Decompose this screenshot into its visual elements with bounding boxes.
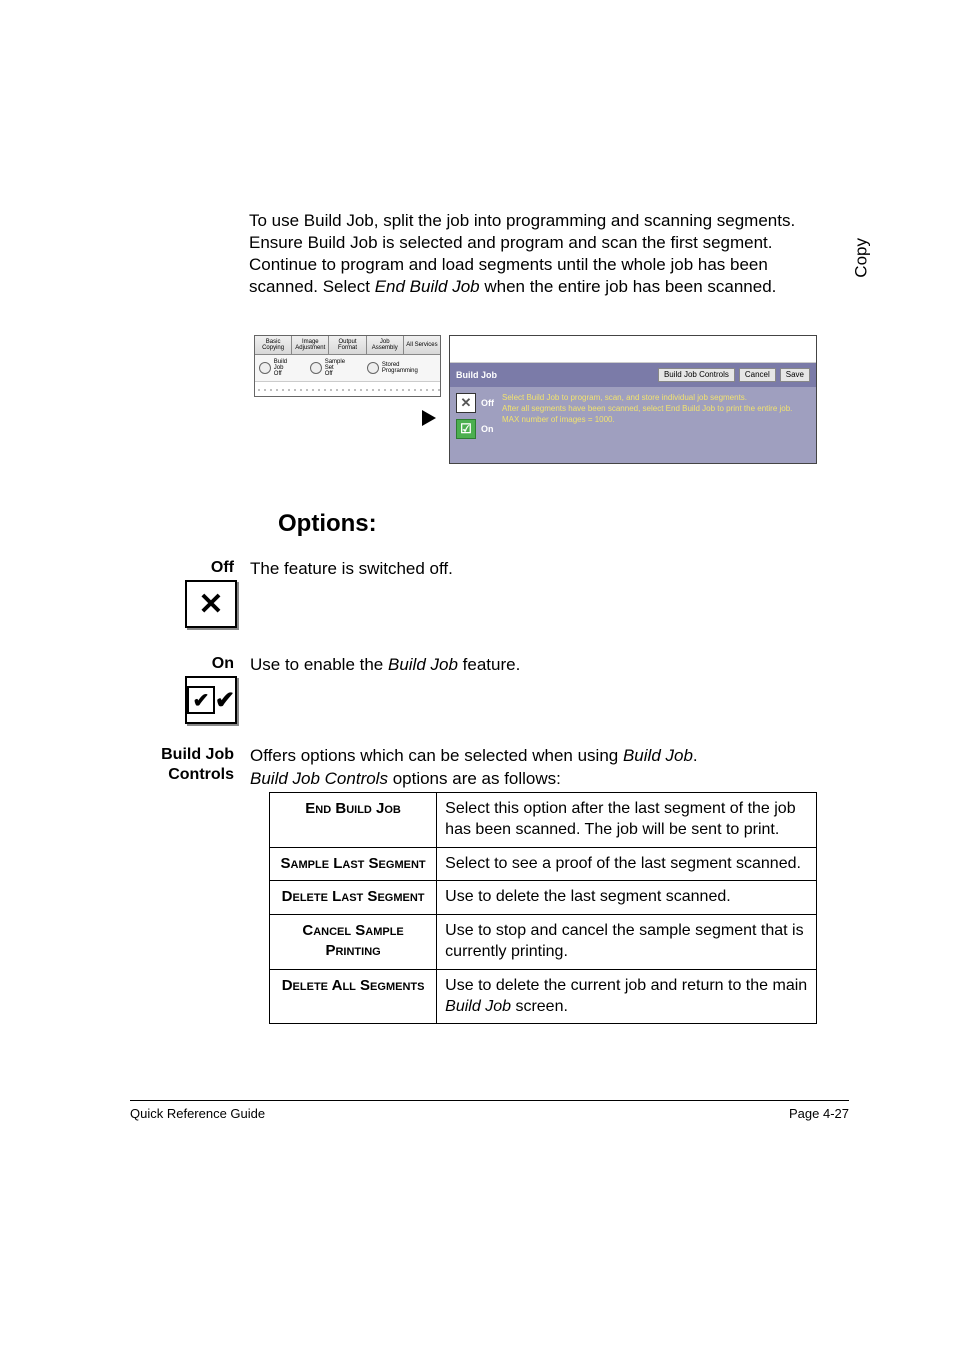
- tabs-panel: Basic Copying Image Adjustment Output Fo…: [254, 335, 441, 397]
- dots-row: [255, 381, 440, 398]
- stored-prog-label: Stored Programming: [382, 362, 436, 374]
- dialog-desc-line1: Select Build Job to program, scan, and s…: [502, 393, 810, 404]
- save-button[interactable]: Save: [780, 368, 810, 383]
- controls-text-em: Build Job: [623, 746, 693, 765]
- intro-paragraph: To use Build Job, split the job into pro…: [249, 210, 809, 298]
- controls-text-a: Offers options which can be selected whe…: [250, 746, 623, 765]
- table-val: Select this option after the last segmen…: [437, 793, 817, 848]
- option-on-label: On: [481, 424, 494, 434]
- option-off-row[interactable]: ✕ Off: [456, 393, 494, 413]
- table-key: Delete All Segments: [270, 969, 437, 1024]
- build-job-value: Off: [274, 371, 298, 377]
- options-heading: Options:: [278, 510, 377, 538]
- footer-left: Quick Reference Guide: [130, 1106, 265, 1121]
- dialog-desc-line2: After all segments have been scanned, se…: [502, 404, 810, 415]
- x-icon: ✕: [198, 587, 223, 622]
- table-key: Cancel Sample Printing: [270, 915, 437, 970]
- controls-text-b: .: [693, 746, 698, 765]
- tab-image-adjust[interactable]: Image Adjustment: [292, 336, 329, 354]
- dialog-options: ✕ Off ☑ On: [456, 393, 494, 457]
- tab-output-format[interactable]: Output Format: [329, 336, 366, 354]
- table-key: End Build Job: [270, 793, 437, 848]
- dialog-description: Select Build Job to program, scan, and s…: [502, 393, 810, 457]
- table-row: End Build Job Select this option after t…: [270, 793, 817, 848]
- off-text: The feature is switched off.: [250, 558, 810, 581]
- table-row: Delete Last Segment Use to delete the la…: [270, 881, 817, 915]
- tab-all-services[interactable]: All Services: [404, 336, 440, 354]
- on-text-b: feature.: [458, 655, 520, 674]
- intro-em: End Build Job: [375, 277, 480, 296]
- off-icon-box: ✕: [185, 580, 237, 628]
- arrow-icon: [422, 410, 436, 426]
- side-section-label: Copy: [852, 238, 872, 278]
- footer-rule: [130, 1100, 849, 1101]
- table-row: Delete All Segments Use to delete the cu…: [270, 969, 817, 1024]
- option-on-row[interactable]: ☑ On: [456, 419, 494, 439]
- tabs-top: Basic Copying Image Adjustment Output Fo…: [255, 336, 440, 355]
- table-key: Sample Last Segment: [270, 847, 437, 881]
- build-job-controls-button[interactable]: Build Job Controls: [658, 368, 735, 383]
- stored-prog-icon: [367, 362, 379, 374]
- tab-job-assembly[interactable]: Job Assembly: [367, 336, 404, 354]
- on-text-em: Build Job: [388, 655, 458, 674]
- build-job-icon: [259, 362, 271, 374]
- build-job-group[interactable]: Build Job Off: [259, 359, 298, 377]
- table-row: Sample Last Segment Select to see a proo…: [270, 847, 817, 881]
- footer-right: Page 4-27: [789, 1106, 849, 1121]
- table-val-em: Build Job: [445, 998, 511, 1015]
- controls-text1: Offers options which can be selected whe…: [250, 745, 810, 768]
- table-row: Cancel Sample Printing Use to stop and c…: [270, 915, 817, 970]
- on-icon-box: ✔: [185, 676, 237, 724]
- controls-label: Build Job Controls: [124, 745, 234, 785]
- table-val-a: Use to delete the current job and return…: [445, 977, 807, 994]
- table-val: Use to delete the current job and return…: [437, 969, 817, 1024]
- sample-set-icon: [310, 362, 322, 374]
- on-text-a: Use to enable the: [250, 655, 388, 674]
- check-glyph: ✔: [193, 688, 210, 713]
- intro-text-b: when the entire job has been scanned.: [480, 277, 777, 296]
- option-off-label: Off: [481, 398, 494, 408]
- check-icon: ☑: [456, 419, 476, 439]
- dialog-blank-header: [450, 336, 816, 363]
- controls-text2-em: Build Job Controls: [250, 769, 388, 788]
- sample-set-value: Off: [325, 371, 355, 377]
- controls-text2: Build Job Controls options are as follow…: [250, 768, 810, 791]
- dialog-desc-line3: MAX number of images = 1000.: [502, 415, 810, 426]
- dialog-title: Build Job: [456, 370, 497, 380]
- dialog-titlebar: Build Job Build Job Controls Cancel Save: [450, 363, 816, 387]
- controls-table: End Build Job Select this option after t…: [269, 792, 817, 1024]
- x-icon: ✕: [456, 393, 476, 413]
- build-job-dialog: Build Job Build Job Controls Cancel Save…: [449, 335, 817, 464]
- table-val-b: screen.: [511, 998, 568, 1015]
- check-icon: ✔: [187, 686, 215, 714]
- dialog-body: ✕ Off ☑ On Select Build Job to program, …: [450, 387, 816, 463]
- tab-basic-copying[interactable]: Basic Copying: [255, 336, 292, 354]
- sample-set-group[interactable]: Sample Set Off: [310, 359, 355, 377]
- tabs-body: Build Job Off Sample Set Off Stored Prog…: [255, 355, 440, 381]
- table-val: Use to stop and cancel the sample segmen…: [437, 915, 817, 970]
- table-val: Use to delete the last segment scanned.: [437, 881, 817, 915]
- sample-set-label: Sample Set: [325, 359, 355, 371]
- ui-screenshot-row: Basic Copying Image Adjustment Output Fo…: [254, 335, 817, 464]
- controls-text2-b: options are as follows:: [388, 769, 561, 788]
- on-label: On: [212, 654, 234, 674]
- stored-prog-group[interactable]: Stored Programming: [367, 362, 436, 374]
- off-label: Off: [211, 558, 234, 578]
- on-text: Use to enable the Build Job feature.: [250, 654, 810, 677]
- build-job-label: Build Job: [274, 359, 298, 371]
- cancel-button[interactable]: Cancel: [739, 368, 776, 383]
- table-key: Delete Last Segment: [270, 881, 437, 915]
- table-val: Select to see a proof of the last segmen…: [437, 847, 817, 881]
